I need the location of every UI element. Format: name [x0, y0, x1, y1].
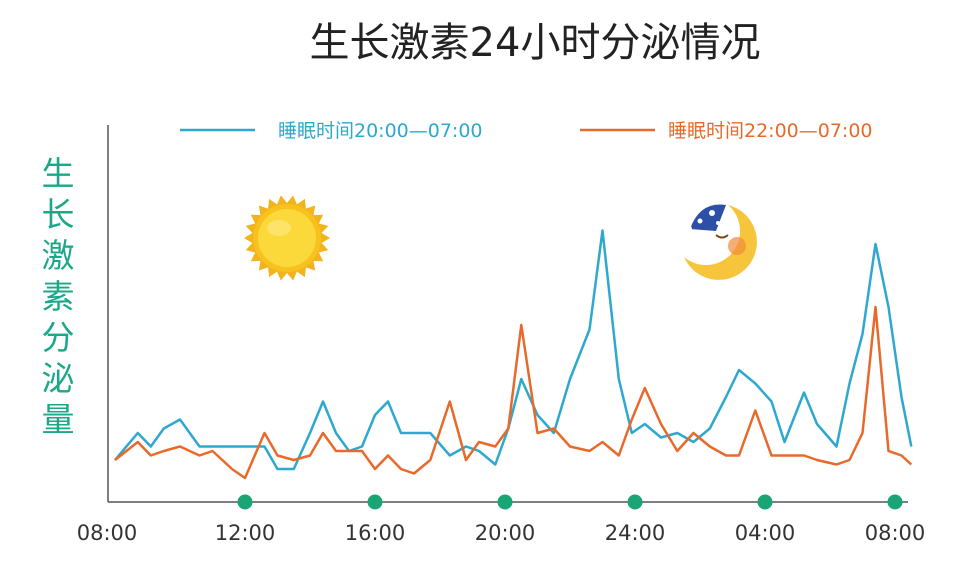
x-tick-label: 08:00: [865, 521, 926, 545]
x-axis-ticks: 08:00 12:00 16:00 20:00 24:00 04:00 08:00: [77, 494, 926, 545]
x-tick-label: 08:00: [77, 521, 138, 545]
plot-area: [114, 229, 913, 480]
x-tick-marker: [627, 494, 643, 510]
sleeping-moon-icon: [682, 204, 757, 280]
series-line-1: [114, 229, 913, 471]
sun-icon: [244, 195, 330, 281]
x-tick-label: 20:00: [475, 521, 536, 545]
x-tick-label: 12:00: [215, 521, 276, 545]
x-tick-marker: [237, 494, 253, 510]
legend-label-series-1: 睡眠时间20:00—07:00: [278, 120, 483, 142]
series-line-2: [114, 305, 913, 480]
x-tick-marker: [757, 494, 773, 510]
legend: 睡眠时间20:00—07:00 睡眠时间22:00—07:00: [180, 120, 873, 142]
legend-label-series-2: 睡眠时间22:00—07:00: [668, 120, 873, 142]
x-tick-label: 24:00: [605, 521, 666, 545]
y-axis-label: 生长激素分泌量: [42, 154, 75, 439]
x-tick-label: 04:00: [735, 521, 796, 545]
x-tick-marker: [497, 494, 513, 510]
x-tick-marker: [367, 494, 383, 510]
x-tick-label: 16:00: [345, 521, 406, 545]
x-tick-marker: [887, 494, 903, 510]
chart-title: 生长激素24小时分泌情况: [310, 20, 761, 66]
